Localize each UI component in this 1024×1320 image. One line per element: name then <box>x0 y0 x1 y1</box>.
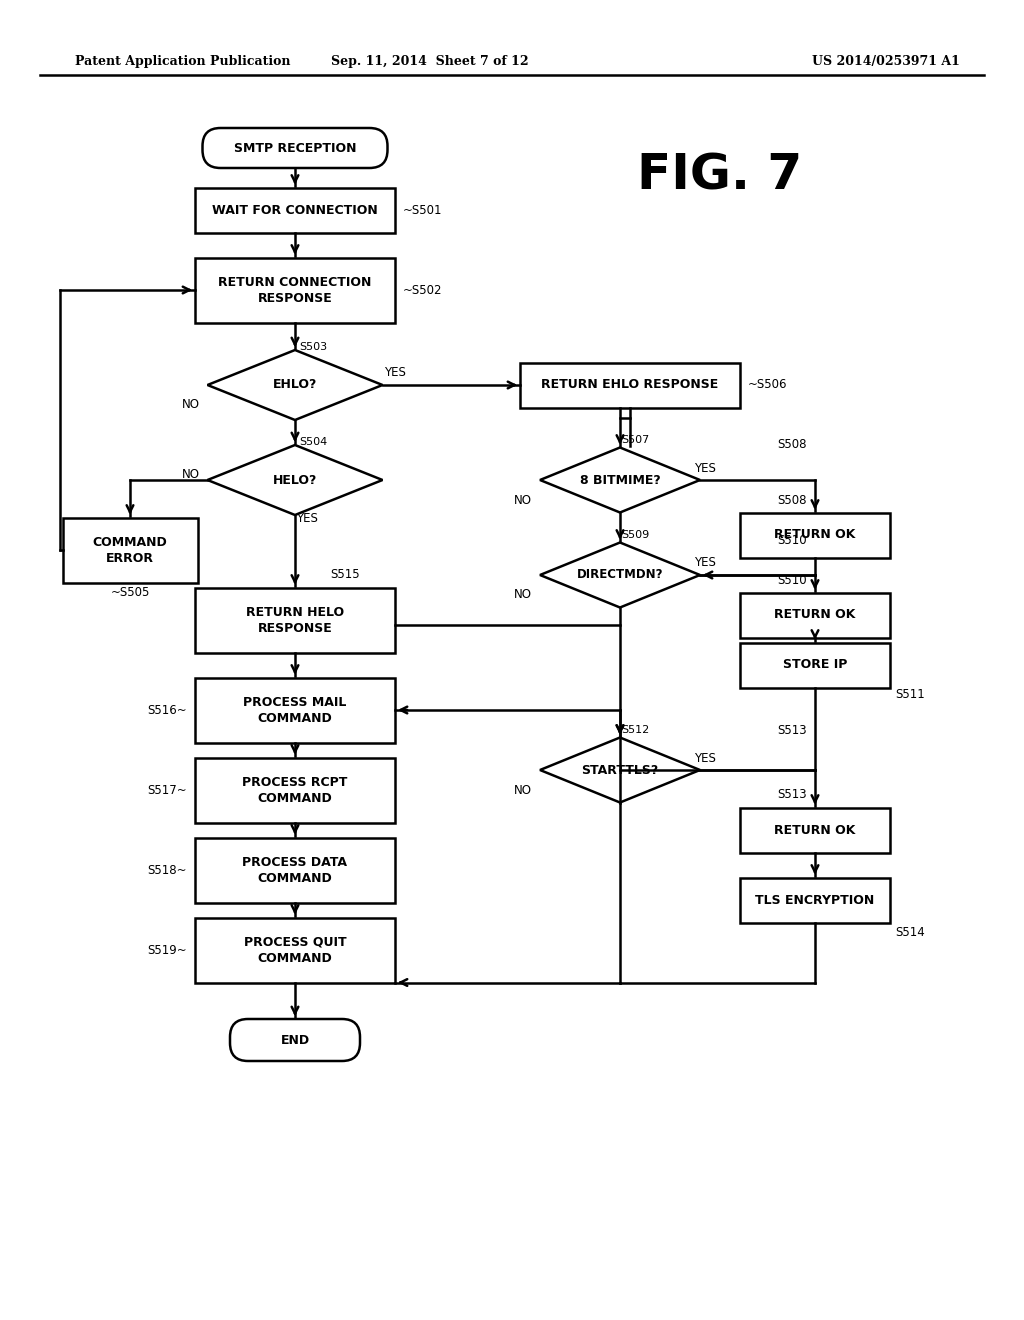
Text: S511: S511 <box>895 689 925 701</box>
Text: ~S502: ~S502 <box>403 284 442 297</box>
Text: S504: S504 <box>299 437 327 447</box>
Text: S517~: S517~ <box>147 784 187 796</box>
Text: S516~: S516~ <box>147 704 187 717</box>
Text: PROCESS RCPT
COMMAND: PROCESS RCPT COMMAND <box>243 776 348 804</box>
Text: 8 BITMIME?: 8 BITMIME? <box>580 474 660 487</box>
Text: S512: S512 <box>621 725 649 735</box>
Text: S510: S510 <box>777 573 807 586</box>
Bar <box>740 643 890 688</box>
Text: S508: S508 <box>777 494 807 507</box>
Text: Sep. 11, 2014  Sheet 7 of 12: Sep. 11, 2014 Sheet 7 of 12 <box>331 55 528 69</box>
Text: RETURN OK: RETURN OK <box>774 824 856 837</box>
Text: FIG. 7: FIG. 7 <box>637 150 803 199</box>
Text: YES: YES <box>694 557 716 569</box>
Text: ~S505: ~S505 <box>111 586 150 598</box>
Text: SMTP RECEPTION: SMTP RECEPTION <box>233 141 356 154</box>
Text: RETURN OK: RETURN OK <box>774 609 856 622</box>
Text: S513: S513 <box>777 723 807 737</box>
Text: NO: NO <box>514 589 532 602</box>
Text: ~S506: ~S506 <box>748 379 787 392</box>
Text: ~S501: ~S501 <box>403 203 442 216</box>
Text: S514: S514 <box>895 925 925 939</box>
Text: S509: S509 <box>621 531 649 540</box>
Polygon shape <box>540 738 700 803</box>
Bar <box>740 878 890 923</box>
Bar <box>195 758 395 822</box>
Bar <box>195 257 395 322</box>
Text: DIRECTMDN?: DIRECTMDN? <box>577 569 664 582</box>
Polygon shape <box>540 447 700 512</box>
Text: S519~: S519~ <box>147 944 187 957</box>
Text: NO: NO <box>514 784 532 796</box>
Text: NO: NO <box>181 399 200 412</box>
Text: COMMAND
ERROR: COMMAND ERROR <box>92 536 167 565</box>
Bar <box>740 512 890 557</box>
Text: S518~: S518~ <box>147 863 187 876</box>
Polygon shape <box>208 445 383 515</box>
Text: PROCESS QUIT
COMMAND: PROCESS QUIT COMMAND <box>244 936 346 965</box>
Text: PROCESS MAIL
COMMAND: PROCESS MAIL COMMAND <box>244 696 347 725</box>
Text: YES: YES <box>694 462 716 474</box>
Text: S508: S508 <box>777 438 807 451</box>
Text: HELO?: HELO? <box>272 474 317 487</box>
Text: NO: NO <box>514 494 532 507</box>
Bar <box>195 587 395 652</box>
Text: S513: S513 <box>777 788 807 801</box>
Bar <box>195 677 395 742</box>
Text: YES: YES <box>384 367 406 380</box>
Text: S503: S503 <box>299 342 327 352</box>
Text: RETURN HELO
RESPONSE: RETURN HELO RESPONSE <box>246 606 344 635</box>
FancyBboxPatch shape <box>230 1019 360 1061</box>
Text: EHLO?: EHLO? <box>272 379 317 392</box>
Polygon shape <box>540 543 700 607</box>
Text: NO: NO <box>181 469 200 482</box>
Text: US 2014/0253971 A1: US 2014/0253971 A1 <box>812 55 961 69</box>
Bar <box>62 517 198 582</box>
Text: YES: YES <box>694 751 716 764</box>
Text: RETURN EHLO RESPONSE: RETURN EHLO RESPONSE <box>542 379 719 392</box>
FancyBboxPatch shape <box>203 128 387 168</box>
Bar <box>740 808 890 853</box>
Polygon shape <box>208 350 383 420</box>
Bar <box>740 593 890 638</box>
Text: PROCESS DATA
COMMAND: PROCESS DATA COMMAND <box>243 855 347 884</box>
Text: S515: S515 <box>330 569 359 582</box>
Text: Patent Application Publication: Patent Application Publication <box>75 55 291 69</box>
Text: S510: S510 <box>777 533 807 546</box>
Text: END: END <box>281 1034 309 1047</box>
Bar <box>520 363 740 408</box>
Text: RETURN OK: RETURN OK <box>774 528 856 541</box>
Text: WAIT FOR CONNECTION: WAIT FOR CONNECTION <box>212 203 378 216</box>
Text: S507: S507 <box>621 436 649 445</box>
Text: YES: YES <box>296 511 317 524</box>
Text: STARTTLS?: STARTTLS? <box>582 763 658 776</box>
Bar <box>195 837 395 903</box>
Bar <box>195 187 395 232</box>
Text: STORE IP: STORE IP <box>782 659 847 672</box>
Text: RETURN CONNECTION
RESPONSE: RETURN CONNECTION RESPONSE <box>218 276 372 305</box>
Bar <box>195 917 395 982</box>
Text: TLS ENCRYPTION: TLS ENCRYPTION <box>756 894 874 907</box>
